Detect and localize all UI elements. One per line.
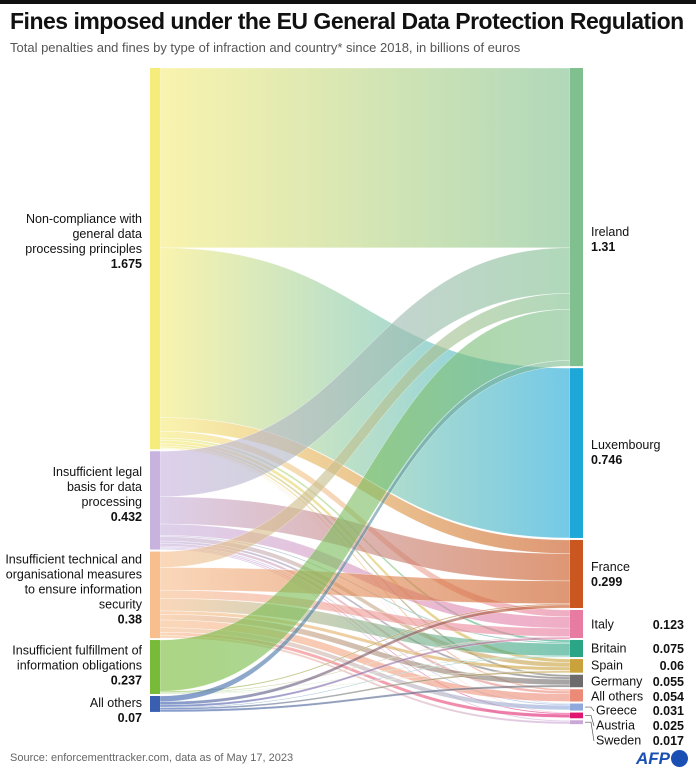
source-label-all-others: All others 0.07 <box>89 696 142 725</box>
target-node-austria <box>570 712 583 719</box>
flow-all-others-to-italy <box>159 636 571 708</box>
chart-title: Fines imposed under the EU General Data … <box>10 8 684 34</box>
source-node-non-compliance-with-gene <box>150 68 160 450</box>
target-node-ireland <box>570 68 583 367</box>
flow-all-others-to-spain <box>159 670 571 710</box>
source-label-information: Insufficient fulfillment of information … <box>12 643 142 688</box>
target-node-france <box>570 539 583 608</box>
flow-all-others-to-germany <box>159 684 571 713</box>
target-label-greece: Greece <box>596 703 637 718</box>
target-node-britain <box>570 639 583 658</box>
target-label-all-others: All others <box>591 689 644 704</box>
source-node-insufficient-legal-basis <box>150 451 160 550</box>
target-value-austria: 0.025 <box>652 719 684 733</box>
source-label-legal-basis: Insufficient legal basis for data proces… <box>52 465 142 524</box>
target-node-sweden <box>570 720 583 725</box>
target-label-sweden: Sweden <box>596 733 642 748</box>
target-value-britain: 0.075 <box>652 642 684 656</box>
target-value-greece: 0.031 <box>652 704 684 718</box>
target-value-sweden: 0.017 <box>652 734 684 748</box>
target-label-britain: Britain <box>591 641 627 656</box>
leader-line-austria <box>585 715 595 727</box>
target-label-luxembourg: Luxembourg 0.746 <box>591 438 661 467</box>
leader-line-sweden <box>585 721 595 742</box>
target-label-austria: Austria <box>596 718 635 733</box>
target-node-greece <box>570 703 583 711</box>
top-rule <box>0 0 696 4</box>
target-label-ireland: Ireland 1.31 <box>591 225 630 254</box>
target-node-luxembourg <box>570 368 583 538</box>
source-node-all-others <box>150 695 160 712</box>
source-label-non-compliance: Non-compliance with general data process… <box>25 212 142 271</box>
target-label-italy: Italy <box>591 617 614 632</box>
target-node-spain <box>570 659 583 673</box>
target-value-germany: 0.055 <box>652 675 684 689</box>
chart-subtitle: Total penalties and fines by type of inf… <box>10 40 521 55</box>
logo-dot-icon <box>671 750 688 767</box>
target-label-spain: Spain <box>591 658 623 673</box>
source-label-technical: Insufficient technical and organisationa… <box>5 552 142 627</box>
target-node-all-others <box>570 689 583 702</box>
source-note: Source: enforcementtracker.com, data as … <box>10 752 294 764</box>
source-node-insufficient-fulfillment <box>150 640 160 694</box>
target-value-italy: 0.123 <box>652 618 684 632</box>
target-node-germany <box>570 674 583 688</box>
source-node-insufficient-technical-a <box>150 551 160 639</box>
target-value-spain: 0.06 <box>659 659 684 673</box>
afp-logo: AFP <box>636 749 688 769</box>
flow-all-others-to-britain <box>159 656 571 708</box>
target-value-all-others: 0.054 <box>652 690 684 704</box>
target-label-france: France 0.299 <box>591 560 630 589</box>
target-label-germany: Germany <box>591 674 643 689</box>
flow-non-compliance-with--to-ireland <box>159 67 571 248</box>
leader-line-greece <box>585 706 595 712</box>
target-node-italy <box>570 609 583 638</box>
